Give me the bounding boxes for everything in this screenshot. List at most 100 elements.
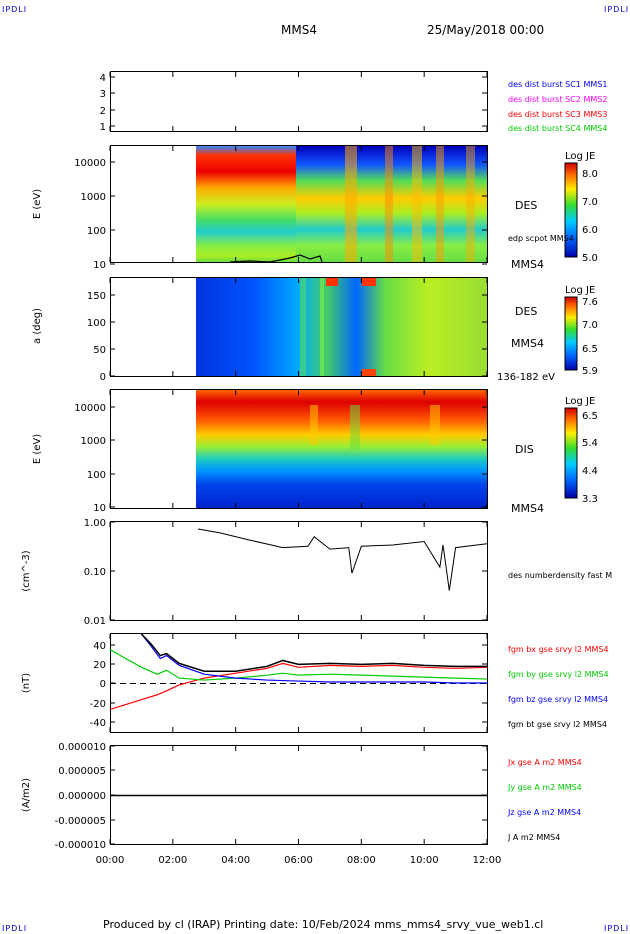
dis-energy-bottom-label: MMS4	[511, 502, 544, 515]
y-axis-titles: E (eV) a (deg) E (eV) (cm^-3) (nT) (A/m2…	[21, 189, 43, 812]
corner-label-bottom-left: IPDLI	[2, 924, 28, 933]
ytick-label: 10000	[74, 403, 106, 414]
dis-energy-label: DIS	[515, 443, 534, 456]
legend-entry: Jy gse A m2 MMS4	[507, 783, 582, 792]
ylabel-des-energy: E (eV)	[32, 189, 43, 219]
colorbar-tick-label: 6.5	[582, 411, 598, 422]
legend-entry: fgm bz gse srvy l2 MMS4	[508, 695, 608, 704]
spacecraft-title: MMS4	[281, 23, 317, 37]
xtick-label: 12:00	[473, 855, 502, 866]
ytick-label: 10	[93, 260, 106, 271]
legend-entry: des numberdensity fast M	[508, 571, 612, 580]
ylabel-magnetic-field: (nT)	[21, 673, 32, 693]
ytick-label: -20	[90, 699, 106, 710]
legend-entry: J A m2 MMS4	[507, 833, 560, 842]
ytick-label: 100	[87, 226, 106, 237]
ytick-label: 4	[100, 73, 106, 84]
ytick-label: 20	[93, 660, 106, 671]
ytick-label: 150	[87, 291, 106, 302]
ytick-label: 10000	[74, 158, 106, 169]
colorbar-des-energy	[564, 162, 578, 258]
frame-des-energy	[110, 145, 488, 263]
colorbar-tick-label: 4.4	[582, 466, 598, 477]
ytick-label: 0	[100, 679, 106, 690]
des-pitch-angle-sublabel: MMS4	[511, 337, 544, 350]
density-series-line	[197, 528, 487, 591]
bfield-series-line	[140, 633, 487, 684]
frame-dis-energy	[110, 389, 488, 509]
ytick-label: 0.000010	[58, 742, 106, 753]
ylabel-density: (cm^-3)	[21, 550, 32, 591]
colorbar-tick-label: 3.3	[582, 494, 598, 505]
dis-energy-heatmap	[196, 390, 487, 508]
colorbar-tick-label: 5.9	[582, 366, 598, 377]
des-pitch-angle-heatmap	[196, 278, 487, 376]
bfield-series-line	[110, 662, 487, 711]
legend-entry: Jz gse A m2 MMS4	[507, 808, 581, 817]
ytick-label: 1000	[81, 192, 106, 203]
ylabel-current-density: (A/m2)	[21, 778, 32, 812]
edp-scpot-trace	[229, 254, 323, 263]
ytick-label: 0.000000	[58, 791, 106, 802]
ylabel-dis-energy: E (eV)	[32, 434, 43, 464]
colorbar-tick-label: 7.6	[582, 297, 598, 308]
ytick-label: 1	[100, 122, 106, 133]
legend-entry: Jx gse A m2 MMS4	[507, 758, 582, 767]
des-energy-bottom-label: MMS4	[511, 258, 544, 271]
corner-label-top-left: IPDLI	[2, 5, 28, 14]
legend-entry: des dist burst SC4 MMS4	[508, 124, 607, 133]
ytick-label: -0.000005	[55, 816, 106, 827]
ytick-label: 50	[93, 345, 106, 356]
colorbar-tick-label: 7.0	[582, 320, 598, 331]
colorbar-titles: Log JE Log JE Log JE	[565, 151, 595, 407]
dynamic-chart-marks: 4 3 2 1 10000 1000 100 10 150 100 50 0 10000 1000 100 1…	[55, 72, 612, 866]
ytick-label: 0.000005	[58, 766, 106, 777]
bfield-series-line	[110, 649, 487, 681]
corner-label-top-right: IPDLI	[604, 5, 630, 14]
bfield-series-line	[140, 633, 487, 672]
frame-density	[110, 521, 488, 621]
xtick-label: 06:00	[284, 855, 313, 866]
ytick-label: 2	[100, 106, 106, 117]
des-energy-heatmap	[196, 146, 487, 262]
colorbar-des-pitch-angle	[564, 296, 578, 371]
ytick-label: -40	[90, 718, 106, 729]
des-pitch-angle-label: DES	[515, 305, 537, 318]
ytick-label: 3	[100, 89, 106, 100]
ytick-label: 100	[87, 470, 106, 481]
xtick-label: 10:00	[410, 855, 439, 866]
colorbar-title-dis-energy: Log JE	[565, 396, 595, 407]
ytick-label: 1000	[81, 436, 106, 447]
legend-entry: fgm bx gse srvy l2 MMS4	[508, 645, 609, 654]
xtick-label: 02:00	[158, 855, 187, 866]
ytick-label: 10	[93, 503, 106, 514]
panel-labels: DES edp scpot MMS4 MMS4 DES MMS4 136-182…	[497, 199, 574, 515]
colorbar-tick-label: 6.5	[582, 344, 598, 355]
xtick-label: 08:00	[347, 855, 376, 866]
colorbar-dis-energy	[564, 407, 578, 499]
xtick-label: 00:00	[96, 855, 125, 866]
footer-text: Produced by cl (IRAP) Printing date: 10/…	[103, 918, 543, 931]
date-title: 25/May/2018 00:00	[427, 23, 545, 37]
colorbar-tick-label: 6.0	[582, 225, 598, 236]
colorbar-tick-label: 5.0	[582, 253, 598, 264]
xtick-label: 04:00	[221, 855, 250, 866]
des-energy-label: DES	[515, 199, 537, 212]
ytick-label: 40	[93, 641, 106, 652]
des-pitch-angle-bottom-label: 136-182 eV	[497, 372, 555, 383]
ytick-label: -0.000010	[55, 840, 106, 851]
colorbar-tick-label: 5.4	[582, 438, 598, 449]
colorbar-tick-label: 8.0	[582, 169, 598, 180]
ytick-label: 1.00	[84, 518, 106, 529]
ytick-label: 100	[87, 318, 106, 329]
legend-entry: fgm by gse srvy l2 MMS4	[508, 670, 609, 679]
ytick-label: 0.10	[84, 567, 106, 578]
colorbar-title-des-energy: Log JE	[565, 151, 595, 162]
corner-label-bottom-right: IPDLI	[604, 924, 630, 933]
colorbar-tick-label: 7.0	[582, 197, 598, 208]
colorbar-title-des-pitch-angle: Log JE	[565, 285, 595, 296]
des-energy-sublabel: edp scpot MMS4	[508, 234, 574, 243]
legend-entry: des dist burst SC1 MMS1	[508, 80, 607, 89]
ytick-label: 0.01	[84, 616, 106, 627]
